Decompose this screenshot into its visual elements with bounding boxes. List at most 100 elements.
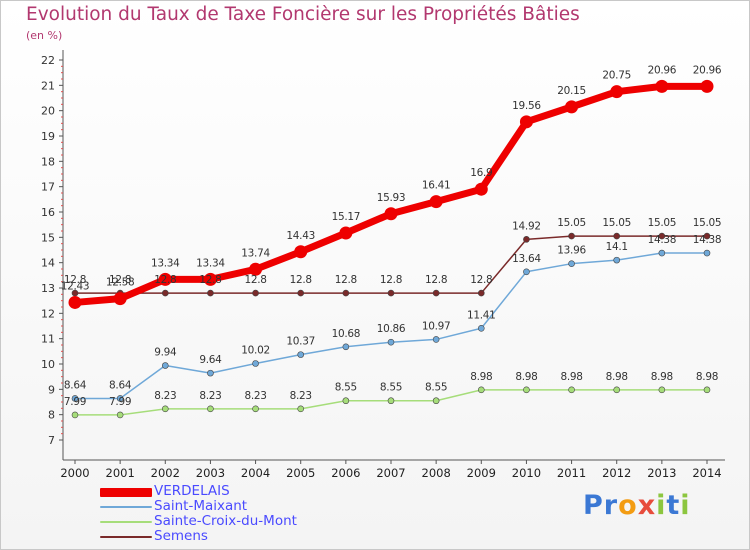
legend-swatch-verdelais bbox=[100, 488, 152, 497]
data-label: 8.55 bbox=[335, 382, 357, 394]
data-label: 13.34 bbox=[196, 257, 225, 269]
data-label: 15.05 bbox=[648, 217, 677, 229]
data-point bbox=[207, 369, 214, 377]
data-point bbox=[432, 336, 440, 343]
data-label: 13.74 bbox=[241, 247, 270, 259]
data-point bbox=[249, 262, 263, 276]
data-label: 15.17 bbox=[332, 211, 361, 223]
data-point bbox=[655, 79, 669, 93]
x-tick-label: 2012 bbox=[602, 466, 631, 480]
data-label: 8.98 bbox=[606, 371, 628, 383]
data-label: 13.34 bbox=[151, 257, 180, 269]
x-tick-label: 2010 bbox=[512, 466, 541, 480]
y-tick-label: 16 bbox=[41, 206, 55, 219]
data-point bbox=[116, 395, 124, 402]
data-point bbox=[568, 260, 575, 267]
x-tick-label: 2009 bbox=[467, 466, 496, 480]
data-label: 8.98 bbox=[560, 371, 582, 383]
data-point bbox=[477, 324, 485, 332]
data-point bbox=[252, 405, 259, 413]
y-tick-label: 13 bbox=[41, 282, 55, 295]
data-label: 15.93 bbox=[377, 192, 406, 204]
y-tick-label: 10 bbox=[41, 358, 55, 371]
y-tick-label: 11 bbox=[41, 333, 55, 346]
legend-label-semens: Semens bbox=[154, 528, 208, 544]
data-point bbox=[342, 289, 350, 297]
logo-letter: x bbox=[637, 490, 657, 521]
data-point bbox=[339, 226, 353, 240]
data-label: 12.8 bbox=[154, 274, 176, 286]
legend-swatch-semens bbox=[100, 536, 152, 538]
data-label: 9.64 bbox=[199, 354, 222, 366]
data-label: 15.05 bbox=[693, 217, 722, 229]
data-point bbox=[158, 272, 172, 286]
data-label: 12.8 bbox=[290, 274, 312, 286]
logo-letter: t bbox=[666, 490, 681, 521]
data-label: 8.23 bbox=[154, 390, 176, 402]
data-point bbox=[294, 245, 308, 259]
logo-letter: i bbox=[656, 490, 667, 521]
data-label: 8.23 bbox=[199, 390, 221, 402]
data-point bbox=[71, 395, 79, 402]
y-tick-label: 8 bbox=[48, 409, 55, 422]
y-tick-label: 7 bbox=[48, 434, 55, 447]
x-tick-label: 2005 bbox=[286, 466, 315, 480]
data-label: 14.38 bbox=[648, 234, 677, 246]
y-tick-label: 21 bbox=[41, 79, 55, 92]
data-point bbox=[342, 397, 350, 405]
data-label: 7.99 bbox=[109, 396, 131, 408]
data-label: 14.1 bbox=[606, 241, 628, 253]
data-label: 20.96 bbox=[648, 64, 677, 76]
data-label: 12.8 bbox=[64, 274, 86, 286]
data-label: 20.15 bbox=[557, 85, 586, 97]
data-point bbox=[203, 272, 217, 286]
data-label: 12.43 bbox=[61, 280, 90, 292]
legend-label-sainte-croix-du-mont: Sainte-Croix-du-Mont bbox=[154, 513, 297, 529]
x-tick-label: 2011 bbox=[557, 466, 586, 480]
data-point bbox=[568, 232, 575, 240]
x-tick-label: 2007 bbox=[376, 466, 405, 480]
unit-label: (en %) bbox=[26, 29, 63, 42]
x-tick-label: 2003 bbox=[196, 466, 225, 480]
data-point bbox=[610, 85, 624, 99]
data-point bbox=[116, 411, 124, 419]
data-point bbox=[207, 289, 214, 297]
logo-letter: P bbox=[583, 490, 604, 521]
data-point bbox=[429, 195, 443, 209]
data-label: 7.99 bbox=[64, 396, 86, 408]
data-point bbox=[297, 405, 305, 413]
data-point bbox=[297, 351, 305, 358]
y-tick-label: 19 bbox=[41, 130, 55, 143]
data-label: 14.92 bbox=[512, 220, 541, 232]
data-point bbox=[161, 362, 169, 369]
data-label: 12.8 bbox=[470, 274, 492, 286]
data-label: 8.23 bbox=[244, 390, 266, 402]
data-point bbox=[703, 249, 711, 257]
data-label: 12.8 bbox=[380, 274, 402, 286]
y-tick-label: 18 bbox=[41, 155, 55, 168]
data-point bbox=[161, 405, 169, 413]
data-label: 8.23 bbox=[290, 390, 312, 402]
logo-letter: o bbox=[618, 490, 638, 521]
data-point bbox=[432, 289, 440, 297]
data-point bbox=[71, 411, 79, 419]
data-label: 13.64 bbox=[512, 253, 541, 265]
y-tick-label: 9 bbox=[48, 383, 55, 396]
data-label: 20.96 bbox=[693, 64, 722, 76]
x-tick-label: 2008 bbox=[422, 466, 451, 480]
data-label: 12.8 bbox=[199, 274, 221, 286]
x-tick-label: 2006 bbox=[331, 466, 360, 480]
data-point bbox=[519, 115, 533, 129]
x-tick-label: 2002 bbox=[151, 466, 180, 480]
data-label: 12.58 bbox=[106, 277, 135, 289]
data-point bbox=[658, 386, 666, 394]
data-label: 10.68 bbox=[332, 328, 361, 340]
chart-title: Evolution du Taux de Taxe Foncière sur l… bbox=[26, 4, 580, 25]
data-label: 14.38 bbox=[693, 234, 722, 246]
data-label: 10.37 bbox=[286, 336, 315, 348]
data-label: 8.55 bbox=[425, 382, 447, 394]
data-point bbox=[477, 386, 485, 394]
y-tick-label: 20 bbox=[41, 105, 55, 118]
data-point bbox=[387, 397, 395, 405]
